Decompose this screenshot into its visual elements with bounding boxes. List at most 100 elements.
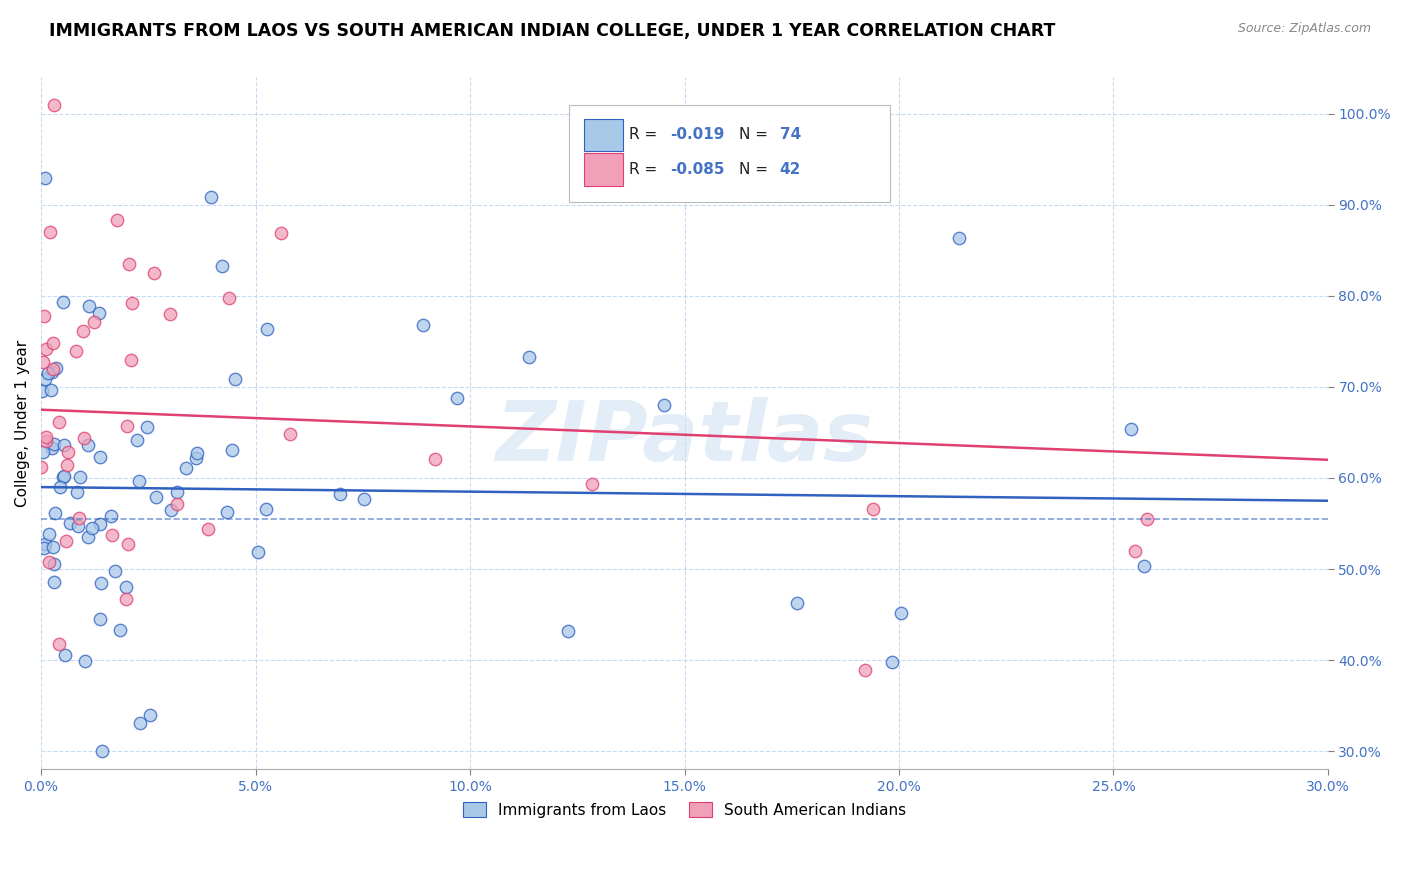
Point	[32, 445, 55, 459]
Point	[184, 450, 207, 465]
Point	[218, 291, 240, 305]
Point	[42, 540, 65, 554]
Point	[120, 353, 142, 368]
Point	[66, 484, 89, 499]
Point	[652, 398, 675, 412]
Point	[34, 372, 56, 386]
Point	[211, 259, 233, 273]
Point	[129, 716, 152, 731]
Point	[53, 437, 76, 451]
Point	[853, 663, 876, 677]
FancyBboxPatch shape	[583, 153, 623, 186]
Point	[42, 361, 65, 376]
Point	[56, 458, 79, 472]
Point	[91, 744, 114, 758]
Point	[166, 484, 188, 499]
Point	[1119, 422, 1142, 436]
Point	[80, 521, 103, 535]
Point	[127, 434, 149, 448]
Point	[38, 225, 60, 239]
Point	[39, 383, 62, 397]
Point	[786, 596, 808, 610]
Point	[48, 415, 70, 429]
Point	[948, 230, 970, 244]
Point	[37, 366, 59, 380]
Point	[31, 384, 53, 398]
Point	[30, 460, 52, 475]
Point	[34, 537, 56, 551]
Point	[256, 322, 278, 336]
Point	[35, 430, 58, 444]
Point	[38, 526, 60, 541]
FancyBboxPatch shape	[568, 105, 890, 202]
FancyBboxPatch shape	[583, 119, 623, 151]
Point	[115, 592, 138, 607]
Point	[35, 434, 58, 448]
Point	[52, 470, 75, 484]
Point	[41, 441, 63, 455]
Point	[215, 505, 238, 519]
Point	[142, 266, 165, 280]
Point	[101, 528, 124, 542]
Point	[270, 227, 292, 241]
Text: Source: ZipAtlas.com: Source: ZipAtlas.com	[1237, 22, 1371, 36]
Point	[67, 510, 90, 524]
Point	[353, 492, 375, 507]
Text: -0.085: -0.085	[671, 162, 725, 177]
Text: 74: 74	[780, 128, 801, 143]
Point	[136, 420, 159, 434]
Text: IMMIGRANTS FROM LAOS VS SOUTH AMERICAN INDIAN COLLEGE, UNDER 1 YEAR CORRELATION : IMMIGRANTS FROM LAOS VS SOUTH AMERICAN I…	[49, 22, 1056, 40]
Point	[118, 257, 141, 271]
Point	[55, 533, 77, 548]
Point	[87, 306, 110, 320]
Point	[890, 607, 912, 621]
Point	[117, 537, 139, 551]
Point	[117, 418, 139, 433]
Point	[166, 497, 188, 511]
Point	[1133, 558, 1156, 573]
Point	[280, 427, 302, 442]
Point	[42, 97, 65, 112]
Point	[221, 443, 243, 458]
Point	[121, 296, 143, 310]
Point	[32, 541, 55, 556]
Point	[69, 469, 91, 483]
Point	[52, 295, 75, 310]
Y-axis label: College, Under 1 year: College, Under 1 year	[15, 340, 30, 507]
Point	[105, 213, 128, 227]
Point	[89, 517, 111, 532]
Text: N =: N =	[738, 128, 772, 143]
Point	[42, 437, 65, 451]
Point	[35, 342, 58, 356]
Point	[90, 576, 112, 591]
Point	[34, 170, 56, 185]
Point	[44, 557, 66, 571]
Point	[58, 445, 80, 459]
Point	[38, 555, 60, 569]
Legend: Immigrants from Laos, South American Indians: Immigrants from Laos, South American Ind…	[457, 796, 912, 824]
Point	[186, 446, 208, 460]
Point	[31, 355, 53, 369]
Point	[89, 612, 111, 626]
Point	[138, 708, 160, 723]
Point	[145, 490, 167, 504]
Point	[59, 516, 82, 530]
Text: 42: 42	[780, 162, 801, 177]
Point	[114, 580, 136, 594]
Point	[446, 391, 468, 405]
Point	[254, 501, 277, 516]
Point	[75, 654, 97, 668]
Text: -0.019: -0.019	[671, 128, 724, 143]
Point	[412, 318, 434, 332]
Point	[77, 299, 100, 313]
Point	[557, 624, 579, 638]
Point	[224, 372, 246, 386]
Point	[100, 508, 122, 523]
Point	[65, 343, 87, 358]
Point	[77, 530, 100, 544]
Point	[329, 487, 352, 501]
Point	[89, 450, 111, 465]
Point	[41, 365, 63, 379]
Point	[882, 655, 904, 669]
Point	[197, 523, 219, 537]
